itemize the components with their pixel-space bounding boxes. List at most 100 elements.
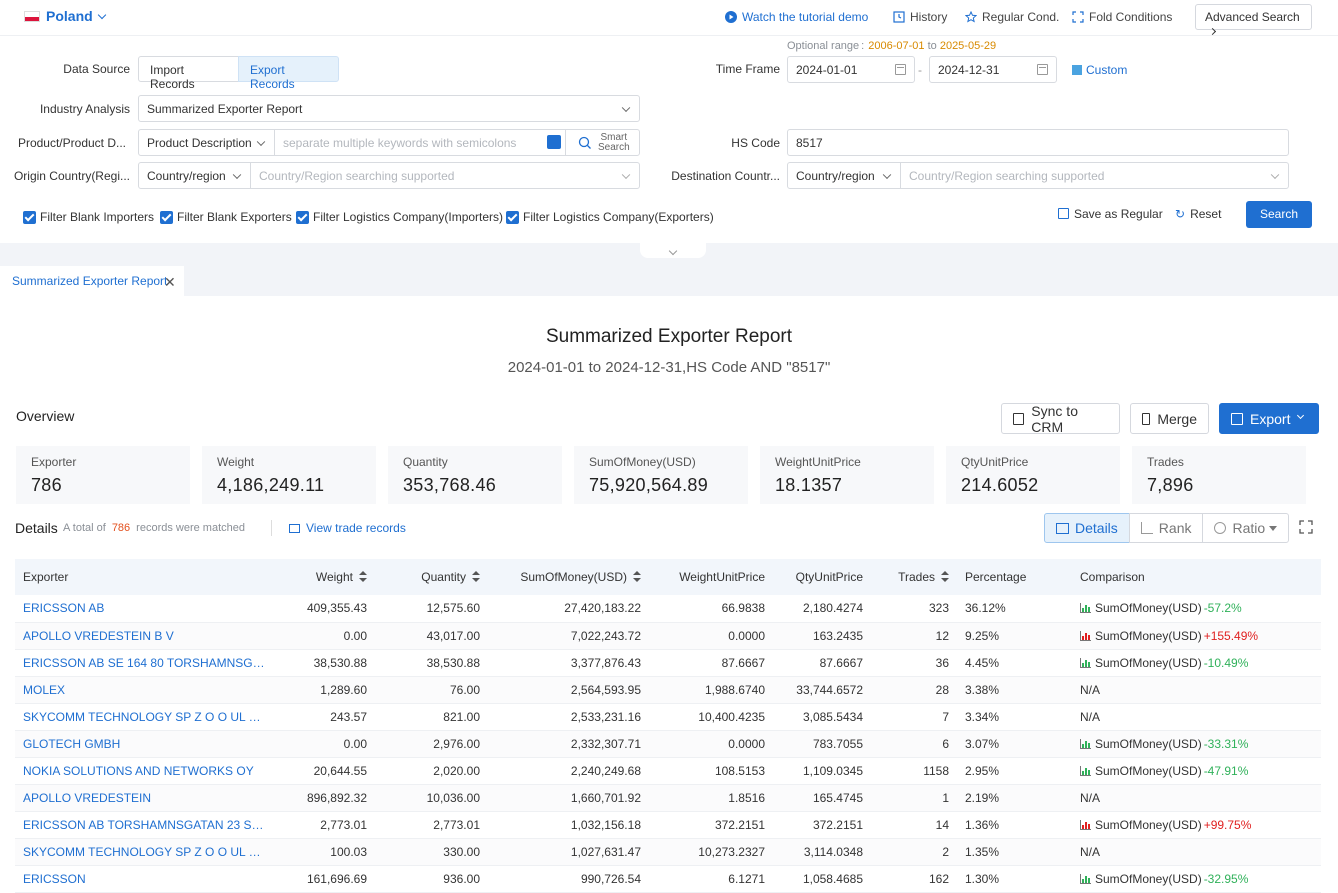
filter-label: Filter Logistics Company(Importers): [313, 210, 504, 224]
weight-unit-price-cell: 10,400.4235: [649, 703, 773, 731]
tutorial-link[interactable]: Watch the tutorial demo: [725, 10, 868, 24]
merge-label: Merge: [1157, 410, 1197, 427]
column-header-trades[interactable]: Trades: [871, 559, 957, 595]
refresh-icon: ↻: [1175, 207, 1186, 221]
exporter-name-link[interactable]: SKYCOMM TECHNOLOGY SP Z O O UL DLUG...: [15, 703, 273, 731]
details-view-button[interactable]: Details: [1044, 513, 1130, 543]
trend-chart-icon[interactable]: [1080, 657, 1091, 668]
trend-chart-icon[interactable]: [1080, 765, 1091, 776]
reset-label: Reset: [1190, 207, 1222, 221]
date-to-value: 2024-12-31: [938, 62, 1000, 77]
search-button[interactable]: Search: [1246, 201, 1312, 228]
exporter-name-link[interactable]: APOLLO VREDESTEIN: [15, 784, 273, 812]
filter-logistics-exporters-checkbox[interactable]: Filter Logistics Company(Exporters): [506, 210, 714, 224]
custom-range-link[interactable]: Custom: [1072, 63, 1127, 77]
column-header-quantity[interactable]: Quantity: [375, 559, 488, 595]
regular-cond-link[interactable]: Regular Cond.: [965, 10, 1059, 24]
history-link[interactable]: History: [893, 10, 947, 24]
view-trade-records-link[interactable]: View trade records: [289, 521, 406, 535]
column-header-sum-of-money[interactable]: SumOfMoney(USD): [488, 559, 649, 595]
pie-chart-icon: [1214, 522, 1227, 534]
filter-blank-exporters-checkbox[interactable]: Filter Blank Exporters: [160, 210, 292, 224]
save-as-regular-label: Save as Regular: [1074, 207, 1163, 221]
sort-icon[interactable]: [633, 571, 641, 583]
advanced-search-label: Advanced Search: [1205, 10, 1300, 24]
export-button[interactable]: Export: [1219, 403, 1319, 434]
exporter-name-link[interactable]: SKYCOMM TECHNOLOGY SP Z O O UL DLUG...: [15, 838, 273, 866]
column-header-weight[interactable]: Weight: [273, 559, 375, 595]
percentage-cell: 1.36%: [957, 811, 1072, 839]
origin-country-input[interactable]: Country/Region searching supported: [250, 162, 640, 189]
sync-to-crm-button[interactable]: Sync to CRM: [1001, 403, 1120, 435]
filter-blank-importers-checkbox[interactable]: Filter Blank Importers: [23, 210, 154, 224]
rank-view-button[interactable]: Rank: [1128, 513, 1204, 543]
column-header-label: SumOfMoney(USD): [520, 570, 627, 584]
exporter-name-link[interactable]: NOKIA SOLUTIONS AND NETWORKS OY: [15, 757, 273, 785]
sort-icon[interactable]: [359, 571, 367, 583]
trend-chart-icon[interactable]: [1080, 819, 1091, 830]
filter-logistics-importers-checkbox[interactable]: Filter Logistics Company(Importers): [296, 210, 503, 224]
product-type-select[interactable]: Product Description: [138, 129, 275, 156]
fullscreen-icon[interactable]: [1299, 520, 1313, 534]
merge-button[interactable]: Merge: [1130, 403, 1209, 434]
exporter-name-link[interactable]: MOLEX: [15, 676, 273, 704]
qty-unit-price-cell: 165.4745: [773, 784, 871, 812]
exporter-name-link[interactable]: ERICSSON AB: [15, 595, 273, 623]
industry-analysis-select[interactable]: Summarized Exporter Report: [138, 95, 640, 122]
date-from-value: 2024-01-01: [796, 62, 858, 77]
origin-type-select[interactable]: Country/region: [138, 162, 251, 189]
checkbox-checked-icon: [506, 210, 519, 224]
image-search-icon[interactable]: [547, 135, 561, 149]
country-selector[interactable]: Poland: [46, 8, 106, 24]
trend-chart-icon[interactable]: [1080, 603, 1091, 614]
chevron-down-icon: [668, 246, 678, 256]
records-icon: [289, 524, 300, 533]
trend-chart-icon[interactable]: [1080, 873, 1091, 884]
hs-code-input[interactable]: 8517: [787, 129, 1289, 156]
date-to-input[interactable]: 2024-12-31: [929, 56, 1057, 83]
destination-country-placeholder: Country/Region searching supported: [909, 168, 1105, 183]
weight-cell: 0.00: [273, 622, 375, 650]
tab-summarized-exporter-report[interactable]: Summarized Exporter Report: [0, 266, 184, 296]
sort-icon[interactable]: [472, 571, 480, 583]
column-header-label: Quantity: [421, 570, 466, 584]
date-from-input[interactable]: 2024-01-01: [787, 56, 915, 83]
exporter-name-link[interactable]: ERICSSON: [15, 865, 273, 893]
advanced-search-button[interactable]: Advanced Search: [1195, 4, 1312, 36]
exporter-name-link[interactable]: GLOTECH GMBH: [15, 730, 273, 758]
save-as-regular-button[interactable]: Save as Regular: [1058, 207, 1163, 221]
sort-icon[interactable]: [941, 571, 949, 583]
trades-cell: 28: [871, 676, 957, 704]
destination-type-select[interactable]: Country/region: [787, 162, 901, 189]
trades-cell: 2: [871, 838, 957, 866]
smart-search-button[interactable]: Smart Search: [565, 129, 640, 156]
sync-icon: [1013, 412, 1025, 425]
column-header-percentage: Percentage: [957, 559, 1072, 595]
quantity-cell: 330.00: [375, 838, 488, 866]
close-icon[interactable]: ✕: [164, 274, 176, 290]
exporter-name-link[interactable]: ERICSSON AB SE 164 80 TORSHAMNSGATAN...: [15, 649, 273, 677]
trend-chart-icon[interactable]: [1080, 738, 1091, 749]
stat-key: Exporter: [31, 455, 77, 469]
collapse-handle[interactable]: [640, 243, 706, 258]
play-icon: [725, 11, 737, 23]
export-records-toggle[interactable]: Export Records: [238, 56, 339, 91]
exporter-name-link[interactable]: APOLLO VREDESTEIN B V: [15, 622, 273, 650]
exporter-name-link[interactable]: ERICSSON AB TORSHAMNSGATAN 23 S 164 ...: [15, 811, 273, 839]
weight-unit-price-cell: 6.1271: [649, 865, 773, 893]
import-records-toggle[interactable]: Import Records: [138, 56, 239, 91]
trend-chart-icon[interactable]: [1080, 630, 1091, 641]
product-keywords-input[interactable]: separate multiple keywords with semicolo…: [274, 129, 566, 156]
reset-button[interactable]: ↻ Reset: [1175, 207, 1221, 221]
quantity-cell: 76.00: [375, 676, 488, 704]
weight-cell: 409,355.43: [273, 595, 375, 623]
stat-weight: Weight 4,186,249.11: [202, 446, 376, 504]
comparison-cell: SumOfMoney(USD) +99.75%: [1072, 811, 1321, 839]
ratio-view-button[interactable]: Ratio: [1202, 513, 1290, 543]
details-view-label: Details: [1075, 520, 1118, 536]
fold-conditions-link[interactable]: Fold Conditions: [1072, 10, 1172, 24]
optional-range-label: Optional range: [787, 40, 860, 52]
destination-country-input[interactable]: Country/Region searching supported: [900, 162, 1289, 189]
weight-cell: 0.00: [273, 730, 375, 758]
qty-unit-price-cell: 33,744.6572: [773, 676, 871, 704]
